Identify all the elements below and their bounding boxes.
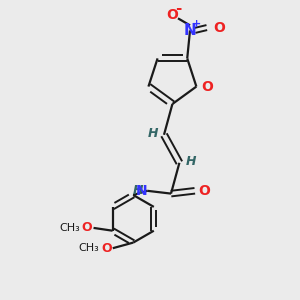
Text: O: O — [101, 242, 112, 255]
Text: +: + — [192, 19, 201, 29]
Text: O: O — [82, 221, 92, 234]
Text: N: N — [136, 184, 147, 198]
Text: O: O — [199, 184, 210, 198]
Text: H: H — [133, 184, 143, 197]
Text: N: N — [184, 23, 196, 38]
Text: CH₃: CH₃ — [60, 223, 80, 233]
Text: H: H — [186, 155, 196, 168]
Text: O: O — [166, 8, 178, 22]
Text: H: H — [147, 127, 158, 140]
Text: -: - — [175, 1, 181, 16]
Text: O: O — [201, 80, 213, 94]
Text: CH₃: CH₃ — [79, 243, 100, 253]
Text: O: O — [214, 21, 225, 34]
